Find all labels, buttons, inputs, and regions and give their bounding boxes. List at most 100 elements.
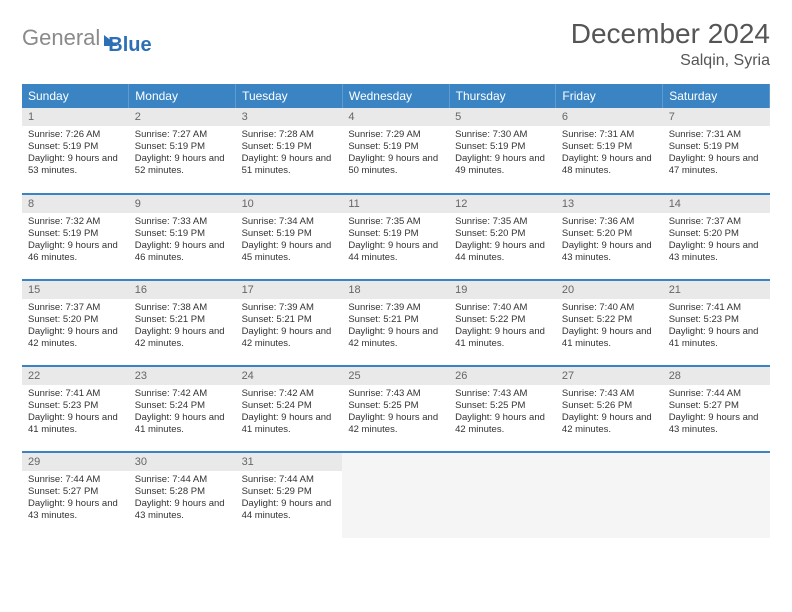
calendar-day-cell: .. <box>556 452 663 538</box>
day-details: Sunrise: 7:41 AMSunset: 5:23 PMDaylight:… <box>22 385 129 440</box>
day-details: Sunrise: 7:42 AMSunset: 5:24 PMDaylight:… <box>236 385 343 440</box>
dayname-header: Monday <box>129 84 236 108</box>
day-number: 15 <box>22 281 129 299</box>
calendar-day-cell: 9Sunrise: 7:33 AMSunset: 5:19 PMDaylight… <box>129 194 236 280</box>
day-number: 30 <box>129 453 236 471</box>
calendar-day-cell: 6Sunrise: 7:31 AMSunset: 5:19 PMDaylight… <box>556 108 663 194</box>
day-number: 18 <box>342 281 449 299</box>
day-number: 29 <box>22 453 129 471</box>
calendar-day-cell: 13Sunrise: 7:36 AMSunset: 5:20 PMDayligh… <box>556 194 663 280</box>
calendar-day-cell: 17Sunrise: 7:39 AMSunset: 5:21 PMDayligh… <box>236 280 343 366</box>
day-number: 4 <box>342 108 449 126</box>
calendar-day-cell: 24Sunrise: 7:42 AMSunset: 5:24 PMDayligh… <box>236 366 343 452</box>
dayname-header: Thursday <box>449 84 556 108</box>
day-number: 19 <box>449 281 556 299</box>
calendar-day-cell: 22Sunrise: 7:41 AMSunset: 5:23 PMDayligh… <box>22 366 129 452</box>
day-details: Sunrise: 7:42 AMSunset: 5:24 PMDaylight:… <box>129 385 236 440</box>
day-details: Sunrise: 7:43 AMSunset: 5:25 PMDaylight:… <box>449 385 556 440</box>
calendar-day-cell: 25Sunrise: 7:43 AMSunset: 5:25 PMDayligh… <box>342 366 449 452</box>
day-number: 5 <box>449 108 556 126</box>
day-details: Sunrise: 7:44 AMSunset: 5:28 PMDaylight:… <box>129 471 236 526</box>
calendar-day-cell: 16Sunrise: 7:38 AMSunset: 5:21 PMDayligh… <box>129 280 236 366</box>
calendar-week-row: 1Sunrise: 7:26 AMSunset: 5:19 PMDaylight… <box>22 108 770 194</box>
day-details: Sunrise: 7:41 AMSunset: 5:23 PMDaylight:… <box>663 299 770 354</box>
day-details: Sunrise: 7:35 AMSunset: 5:19 PMDaylight:… <box>342 213 449 268</box>
dayname-header: Friday <box>556 84 663 108</box>
day-number: 28 <box>663 367 770 385</box>
dayname-header: Tuesday <box>236 84 343 108</box>
day-number: 24 <box>236 367 343 385</box>
calendar-day-cell: 8Sunrise: 7:32 AMSunset: 5:19 PMDaylight… <box>22 194 129 280</box>
day-details: Sunrise: 7:38 AMSunset: 5:21 PMDaylight:… <box>129 299 236 354</box>
calendar-day-cell: 14Sunrise: 7:37 AMSunset: 5:20 PMDayligh… <box>663 194 770 280</box>
calendar-day-cell: .. <box>663 452 770 538</box>
day-details: Sunrise: 7:33 AMSunset: 5:19 PMDaylight:… <box>129 213 236 268</box>
day-number: 21 <box>663 281 770 299</box>
calendar-day-cell: 15Sunrise: 7:37 AMSunset: 5:20 PMDayligh… <box>22 280 129 366</box>
calendar-day-cell: 20Sunrise: 7:40 AMSunset: 5:22 PMDayligh… <box>556 280 663 366</box>
day-number: 2 <box>129 108 236 126</box>
day-number: 3 <box>236 108 343 126</box>
day-details: Sunrise: 7:31 AMSunset: 5:19 PMDaylight:… <box>556 126 663 181</box>
calendar-day-cell: 2Sunrise: 7:27 AMSunset: 5:19 PMDaylight… <box>129 108 236 194</box>
calendar-day-cell: 1Sunrise: 7:26 AMSunset: 5:19 PMDaylight… <box>22 108 129 194</box>
location-label: Salqin, Syria <box>571 52 770 70</box>
calendar-day-cell: 23Sunrise: 7:42 AMSunset: 5:24 PMDayligh… <box>129 366 236 452</box>
dayname-header: Wednesday <box>342 84 449 108</box>
calendar-week-row: 15Sunrise: 7:37 AMSunset: 5:20 PMDayligh… <box>22 280 770 366</box>
day-details: Sunrise: 7:27 AMSunset: 5:19 PMDaylight:… <box>129 126 236 181</box>
day-details: Sunrise: 7:28 AMSunset: 5:19 PMDaylight:… <box>236 126 343 181</box>
dayname-row: SundayMondayTuesdayWednesdayThursdayFrid… <box>22 84 770 108</box>
calendar-day-cell: .. <box>342 452 449 538</box>
calendar-day-cell: 7Sunrise: 7:31 AMSunset: 5:19 PMDaylight… <box>663 108 770 194</box>
calendar-day-cell: 5Sunrise: 7:30 AMSunset: 5:19 PMDaylight… <box>449 108 556 194</box>
day-details: Sunrise: 7:40 AMSunset: 5:22 PMDaylight:… <box>449 299 556 354</box>
day-number: 31 <box>236 453 343 471</box>
day-details: Sunrise: 7:26 AMSunset: 5:19 PMDaylight:… <box>22 126 129 181</box>
month-title: December 2024 <box>571 18 770 50</box>
calendar-day-cell: 29Sunrise: 7:44 AMSunset: 5:27 PMDayligh… <box>22 452 129 538</box>
header-bar: General Blue December 2024 Salqin, Syria <box>22 18 770 70</box>
day-details: Sunrise: 7:29 AMSunset: 5:19 PMDaylight:… <box>342 126 449 181</box>
day-number: 7 <box>663 108 770 126</box>
calendar-day-cell: 28Sunrise: 7:44 AMSunset: 5:27 PMDayligh… <box>663 366 770 452</box>
day-number: 6 <box>556 108 663 126</box>
calendar-day-cell: 27Sunrise: 7:43 AMSunset: 5:26 PMDayligh… <box>556 366 663 452</box>
day-number: 9 <box>129 195 236 213</box>
calendar-day-cell: 18Sunrise: 7:39 AMSunset: 5:21 PMDayligh… <box>342 280 449 366</box>
day-number: 14 <box>663 195 770 213</box>
day-number: 17 <box>236 281 343 299</box>
day-number: 1 <box>22 108 129 126</box>
calendar-day-cell: 3Sunrise: 7:28 AMSunset: 5:19 PMDaylight… <box>236 108 343 194</box>
day-number: 23 <box>129 367 236 385</box>
day-number: 26 <box>449 367 556 385</box>
calendar-day-cell: 4Sunrise: 7:29 AMSunset: 5:19 PMDaylight… <box>342 108 449 194</box>
day-details: Sunrise: 7:39 AMSunset: 5:21 PMDaylight:… <box>236 299 343 354</box>
day-number: 13 <box>556 195 663 213</box>
day-details: Sunrise: 7:43 AMSunset: 5:25 PMDaylight:… <box>342 385 449 440</box>
day-number: 12 <box>449 195 556 213</box>
day-number: 22 <box>22 367 129 385</box>
calendar-day-cell: .. <box>449 452 556 538</box>
title-block: December 2024 Salqin, Syria <box>571 18 770 70</box>
calendar-week-row: 8Sunrise: 7:32 AMSunset: 5:19 PMDaylight… <box>22 194 770 280</box>
day-details: Sunrise: 7:44 AMSunset: 5:27 PMDaylight:… <box>22 471 129 526</box>
calendar-day-cell: 21Sunrise: 7:41 AMSunset: 5:23 PMDayligh… <box>663 280 770 366</box>
calendar-week-row: 22Sunrise: 7:41 AMSunset: 5:23 PMDayligh… <box>22 366 770 452</box>
calendar-table: SundayMondayTuesdayWednesdayThursdayFrid… <box>22 84 770 538</box>
day-number: 10 <box>236 195 343 213</box>
calendar-day-cell: 31Sunrise: 7:44 AMSunset: 5:29 PMDayligh… <box>236 452 343 538</box>
brand-part2: Blue <box>108 34 151 57</box>
day-number: 8 <box>22 195 129 213</box>
day-number: 16 <box>129 281 236 299</box>
day-details: Sunrise: 7:44 AMSunset: 5:29 PMDaylight:… <box>236 471 343 526</box>
day-details: Sunrise: 7:30 AMSunset: 5:19 PMDaylight:… <box>449 126 556 181</box>
calendar-day-cell: 10Sunrise: 7:34 AMSunset: 5:19 PMDayligh… <box>236 194 343 280</box>
day-number: 20 <box>556 281 663 299</box>
day-number: 11 <box>342 195 449 213</box>
brand-logo: General Blue <box>22 18 152 57</box>
calendar-week-row: 29Sunrise: 7:44 AMSunset: 5:27 PMDayligh… <box>22 452 770 538</box>
day-details: Sunrise: 7:37 AMSunset: 5:20 PMDaylight:… <box>663 213 770 268</box>
dayname-header: Sunday <box>22 84 129 108</box>
day-details: Sunrise: 7:35 AMSunset: 5:20 PMDaylight:… <box>449 213 556 268</box>
